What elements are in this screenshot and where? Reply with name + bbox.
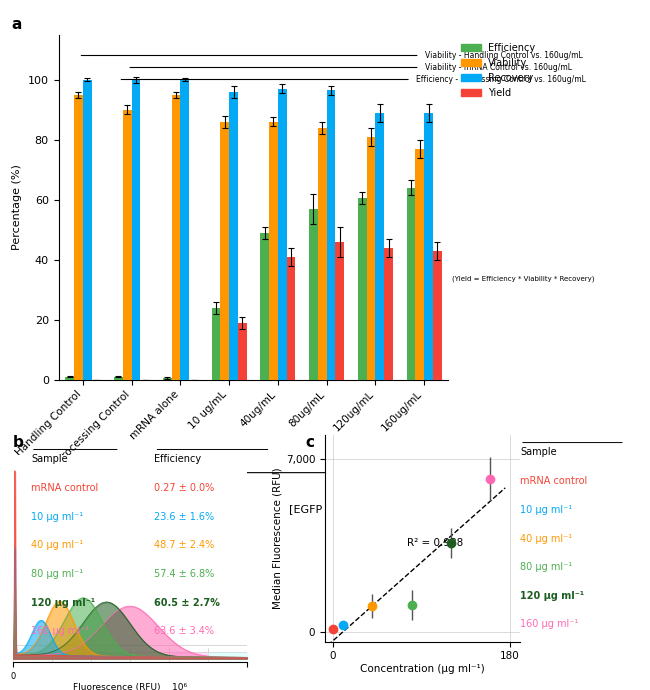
Bar [358, 198, 367, 380]
Text: R² = 0.988: R² = 0.988 [407, 538, 463, 549]
Text: 48.7 ± 2.4%: 48.7 ± 2.4% [155, 540, 214, 551]
Bar [211, 308, 220, 380]
Text: 60.5 ± 2.7%: 60.5 ± 2.7% [155, 598, 220, 608]
Text: Sample: Sample [520, 447, 556, 457]
Bar [287, 257, 295, 380]
Y-axis label: Median Fluorescence (RFU): Median Fluorescence (RFU) [273, 467, 283, 609]
Bar [433, 250, 441, 380]
Text: 23.6 ± 1.6%: 23.6 ± 1.6% [155, 512, 214, 522]
Text: 120 μg ml⁻¹: 120 μg ml⁻¹ [520, 591, 584, 601]
Bar [335, 241, 345, 380]
Bar [131, 79, 140, 380]
Bar [229, 92, 238, 380]
Text: Sample: Sample [31, 454, 68, 464]
Bar [318, 128, 326, 380]
Text: Efficiency: Efficiency [155, 454, 202, 464]
Bar [269, 121, 278, 380]
Bar [123, 110, 131, 380]
Bar [278, 88, 287, 380]
Bar [114, 377, 123, 380]
Text: a: a [12, 17, 22, 32]
Text: 40 μg ml⁻¹: 40 μg ml⁻¹ [520, 533, 572, 544]
Text: mRNA control: mRNA control [520, 476, 587, 486]
Text: 63.6 ± 3.4%: 63.6 ± 3.4% [155, 627, 214, 636]
Bar [83, 79, 92, 380]
Bar [415, 148, 424, 380]
Bar [326, 90, 335, 380]
Bar [65, 377, 74, 380]
Bar [238, 322, 246, 380]
Text: 120 μg ml⁻¹: 120 μg ml⁻¹ [31, 598, 95, 608]
Text: 57.4 ± 6.8%: 57.4 ± 6.8% [155, 569, 214, 579]
Text: 10 μg ml⁻¹: 10 μg ml⁻¹ [520, 505, 572, 515]
Text: b: b [13, 435, 24, 450]
Bar [424, 112, 433, 380]
Text: mRNA control: mRNA control [31, 483, 98, 493]
Bar [74, 95, 83, 380]
Text: Viability - mRNA Control vs. 160ug/mL: Viability - mRNA Control vs. 160ug/mL [424, 63, 571, 72]
Text: 160 μg ml⁻¹: 160 μg ml⁻¹ [31, 627, 89, 636]
Bar [260, 233, 269, 380]
Bar [384, 248, 393, 380]
Text: [EGFP mRNA]: [EGFP mRNA] [289, 504, 365, 513]
Text: 40 μg ml⁻¹: 40 μg ml⁻¹ [31, 540, 83, 551]
Text: (Yield = Efficiency * Viability * Recovery): (Yield = Efficiency * Viability * Recove… [452, 276, 595, 282]
Text: 0.27 ± 0.0%: 0.27 ± 0.0% [155, 483, 214, 493]
Text: 80 μg ml⁻¹: 80 μg ml⁻¹ [520, 562, 572, 572]
Bar [367, 137, 375, 380]
Text: 10 μg ml⁻¹: 10 μg ml⁻¹ [31, 512, 83, 522]
Y-axis label: Percentage (%): Percentage (%) [12, 164, 22, 250]
X-axis label: Concentration (μg ml⁻¹): Concentration (μg ml⁻¹) [360, 664, 485, 674]
Legend: Efficiency, Viability, Recovery, Yield: Efficiency, Viability, Recovery, Yield [457, 39, 540, 101]
Text: Efficiency - Processing Control vs. 160ug/mL: Efficiency - Processing Control vs. 160u… [416, 75, 586, 84]
Text: 160 μg ml⁻¹: 160 μg ml⁻¹ [520, 620, 578, 629]
Bar [309, 208, 318, 380]
Text: 80 μg ml⁻¹: 80 μg ml⁻¹ [31, 569, 83, 579]
Text: c: c [306, 435, 315, 450]
X-axis label: Fluorescence (RFU)    10⁶: Fluorescence (RFU) 10⁶ [73, 682, 187, 690]
Bar [375, 112, 384, 380]
Bar [180, 79, 189, 380]
Text: Viability - Handling Control vs. 160ug/mL: Viability - Handling Control vs. 160ug/m… [424, 51, 582, 60]
Bar [172, 95, 180, 380]
Bar [220, 121, 229, 380]
Bar [162, 378, 172, 380]
Bar [407, 188, 415, 380]
